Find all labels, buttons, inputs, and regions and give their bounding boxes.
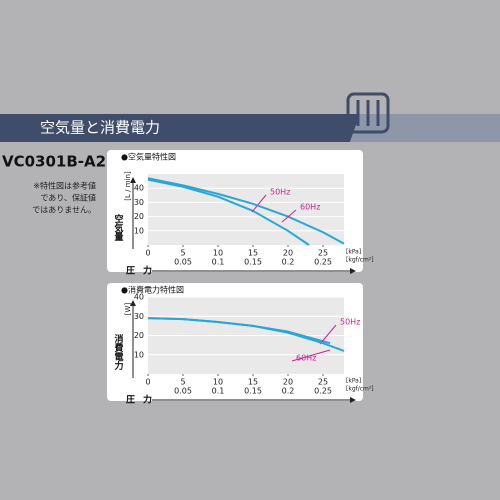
x-tick-label: 20 <box>283 378 293 387</box>
banner-tail <box>350 114 500 142</box>
y-tick-label: 30 <box>134 198 144 207</box>
x2-tick-label: 0.15 <box>244 258 262 267</box>
x-tick-label: 25 <box>318 378 328 387</box>
x2-tick-label: 0.05 <box>174 258 192 267</box>
y-label: 空気量 <box>113 213 124 242</box>
x2-tick-label: 0.1 <box>212 258 225 267</box>
x-label: 圧力 <box>126 394 160 406</box>
note: ※特性図は参考値 <box>33 181 96 191</box>
x2-tick-label: 0.2 <box>282 387 295 396</box>
y-tick-label: 30 <box>134 312 144 321</box>
x2-tick-label: 0.2 <box>282 258 295 267</box>
y-tick-label: 10 <box>134 350 144 359</box>
legend-arrow <box>281 209 297 223</box>
y-unit: [W] <box>124 303 132 316</box>
legend-label: 50Hz <box>270 188 290 197</box>
x2-tick-label: 0.05 <box>174 387 192 396</box>
legend-label: 60Hz <box>300 203 320 212</box>
x2-unit: [kgf/cm²] <box>346 386 374 393</box>
x-tick-label: 0 <box>145 249 150 258</box>
legend-label: 50Hz <box>340 318 360 327</box>
x-unit: [kPa] <box>346 378 361 385</box>
legend-arrow <box>291 349 331 362</box>
series-line <box>147 317 345 352</box>
arrow-head <box>350 397 356 403</box>
y-tick-label: 10 <box>134 226 144 235</box>
chart-title: ●消費電力特性図 <box>121 285 184 295</box>
legend-arrow <box>251 194 267 213</box>
arrow-head <box>130 177 136 183</box>
x2-tick-label: 0.25 <box>314 258 332 267</box>
motor-icon <box>346 92 390 134</box>
x-tick-label: 10 <box>213 249 223 258</box>
y-tick-label: 40 <box>134 184 144 193</box>
y-label: 消費電力 <box>113 333 124 371</box>
chart-title: ●空気量特性図 <box>121 152 176 162</box>
y-unit: [L / min] <box>124 171 132 201</box>
series-line <box>147 177 345 245</box>
x2-tick-label: 0.1 <box>212 387 225 396</box>
x-tick-label: 25 <box>318 249 328 258</box>
x2-tick-label: 0.25 <box>314 387 332 396</box>
x-tick-label: 0 <box>145 378 150 387</box>
x-unit: [kPa] <box>346 249 361 256</box>
x-tick-label: 15 <box>248 249 258 258</box>
arrow-head <box>350 268 356 274</box>
y-tick-label: 20 <box>134 331 144 340</box>
x-tick-label: 15 <box>248 378 258 387</box>
x-tick-label: 5 <box>180 378 185 387</box>
series-line <box>147 178 310 246</box>
banner-title: 空気量と消費電力 <box>40 119 160 137</box>
x-tick-label: 20 <box>283 249 293 258</box>
note: ではありません。 <box>32 206 96 215</box>
x2-tick-label: 0.15 <box>244 387 262 396</box>
legend-arrow <box>319 324 337 345</box>
x-label: 圧力 <box>126 265 160 277</box>
arrow-head <box>130 300 136 306</box>
note: であり、保証値 <box>40 193 96 203</box>
x2-unit: [kgf/cm²] <box>346 257 374 264</box>
y-tick-label: 40 <box>134 293 144 302</box>
x-tick-label: 10 <box>213 378 223 387</box>
x-tick-label: 5 <box>180 249 185 258</box>
banner <box>0 114 360 142</box>
y-tick-label: 20 <box>134 212 144 221</box>
legend-label: 60Hz <box>296 354 316 363</box>
model: VC0301B-A2 <box>2 153 106 171</box>
